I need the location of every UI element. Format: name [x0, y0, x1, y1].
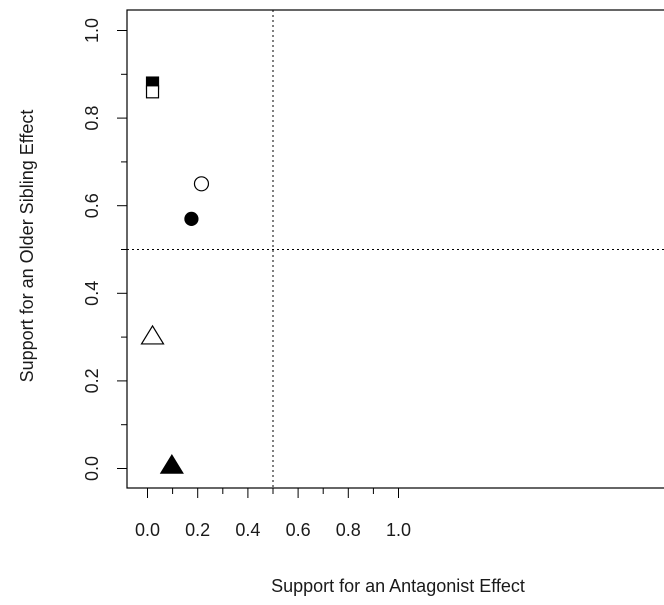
- x-tick-label-0: 0.0: [135, 520, 160, 540]
- x-axis-label: Support for an Antagonist Effect: [271, 576, 525, 596]
- x-tick-label-2: 0.4: [235, 520, 260, 540]
- y-tick-label-0: 0.0: [82, 456, 102, 481]
- point-open-circle-2: [193, 176, 210, 192]
- point-filled-triangle-5: [159, 453, 184, 474]
- point-open-triangle-4: [140, 324, 165, 345]
- x-tick-label-4: 0.8: [336, 520, 361, 540]
- y-tick-label-1: 0.2: [82, 368, 102, 393]
- point-open-square-1: [145, 85, 160, 99]
- y-tick-label-3: 0.6: [82, 193, 102, 218]
- y-axis-label: Support for an Older Sibling Effect: [17, 110, 37, 383]
- x-tick-label-3: 0.6: [286, 520, 311, 540]
- y-tick-label-5: 1.0: [82, 18, 102, 43]
- x-tick-label-5: 1.0: [386, 520, 411, 540]
- y-tick-label-4: 0.8: [82, 106, 102, 131]
- point-filled-circle-3: [184, 211, 199, 226]
- x-tick-label-1: 0.2: [185, 520, 210, 540]
- y-tick-label-2: 0.4: [82, 281, 102, 306]
